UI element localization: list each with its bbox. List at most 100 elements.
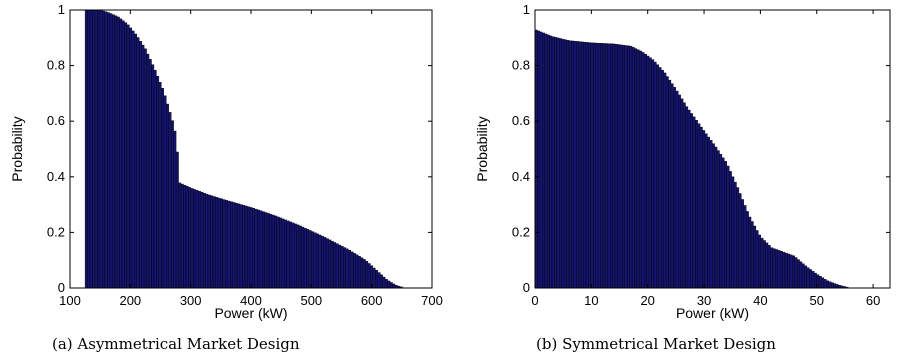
bar	[114, 15, 118, 289]
bar	[743, 205, 747, 289]
bar	[678, 94, 681, 289]
bar	[680, 98, 684, 289]
y-axis-label: Probability	[474, 116, 490, 181]
bar	[173, 130, 177, 289]
bar	[707, 136, 710, 289]
bar	[644, 54, 647, 289]
bar	[588, 42, 592, 289]
bar	[699, 126, 703, 289]
bar	[308, 230, 312, 289]
bar	[259, 210, 263, 289]
bar	[281, 218, 285, 289]
bar	[614, 44, 618, 289]
bar	[377, 272, 381, 289]
bar	[380, 274, 383, 289]
bar	[239, 204, 243, 289]
x-tick-label: 600	[361, 293, 383, 308]
x-tick-label: 100	[59, 293, 81, 308]
bar	[217, 197, 221, 289]
bar	[264, 212, 268, 289]
bar	[345, 248, 349, 289]
bar	[220, 198, 224, 289]
bar	[782, 251, 786, 289]
bar	[222, 199, 226, 289]
bar	[175, 151, 179, 289]
bar	[247, 206, 251, 289]
bar	[153, 69, 157, 289]
bar	[823, 279, 827, 289]
bar	[568, 40, 572, 289]
bar	[323, 237, 327, 289]
x-tick-label: 10	[584, 293, 598, 308]
bar	[131, 30, 135, 289]
bar	[566, 40, 570, 289]
bar	[242, 205, 246, 289]
bar	[232, 202, 236, 289]
bar	[779, 251, 783, 289]
bar	[109, 13, 113, 289]
bar	[762, 240, 766, 289]
bar	[653, 61, 657, 289]
bar	[325, 238, 329, 289]
bar	[188, 187, 192, 289]
bar	[777, 250, 781, 289]
bar	[711, 143, 715, 289]
bar	[731, 176, 735, 289]
bar	[382, 276, 386, 289]
bar	[156, 75, 160, 289]
bar	[161, 88, 164, 289]
bar	[124, 22, 128, 289]
bar	[365, 261, 369, 289]
bar	[590, 42, 594, 289]
bar	[335, 243, 339, 289]
x-tick-label: 50	[810, 293, 824, 308]
bar	[296, 224, 300, 289]
bar	[375, 270, 378, 289]
bar	[714, 146, 718, 289]
bar	[180, 183, 184, 289]
bar	[237, 203, 241, 289]
bar	[158, 82, 162, 289]
bar	[641, 52, 645, 289]
bar	[661, 69, 664, 289]
bar	[787, 253, 791, 289]
bar	[190, 188, 194, 289]
bar	[360, 257, 364, 289]
bar	[230, 201, 233, 289]
bar	[146, 53, 150, 289]
bar	[551, 36, 555, 289]
bars	[534, 29, 851, 289]
y-tick-label: 1	[523, 2, 530, 17]
x-axis-label: Power (kW)	[676, 305, 749, 321]
bar	[293, 223, 297, 289]
bar	[84, 9, 88, 289]
bar	[610, 43, 613, 289]
bar	[789, 254, 793, 289]
bar	[104, 11, 108, 289]
bar	[116, 16, 120, 289]
bar	[833, 283, 837, 289]
bar	[704, 133, 708, 289]
bar	[99, 10, 103, 289]
y-tick-label: 0	[523, 280, 530, 295]
bar	[554, 37, 558, 289]
bar	[830, 282, 834, 289]
bar	[269, 214, 273, 289]
bar	[200, 192, 204, 289]
bar	[605, 43, 609, 289]
plot-frame	[534, 9, 891, 289]
bar	[760, 237, 764, 289]
bar	[692, 116, 696, 289]
bar	[578, 41, 582, 289]
bar	[585, 42, 589, 289]
bar	[651, 59, 655, 289]
bar	[303, 227, 307, 289]
bar	[682, 102, 686, 289]
x-axis-label: Power (kW)	[214, 305, 287, 321]
bar	[227, 200, 231, 289]
bar	[597, 42, 601, 289]
bar	[622, 44, 626, 289]
bar	[284, 219, 287, 289]
bar	[796, 259, 800, 289]
